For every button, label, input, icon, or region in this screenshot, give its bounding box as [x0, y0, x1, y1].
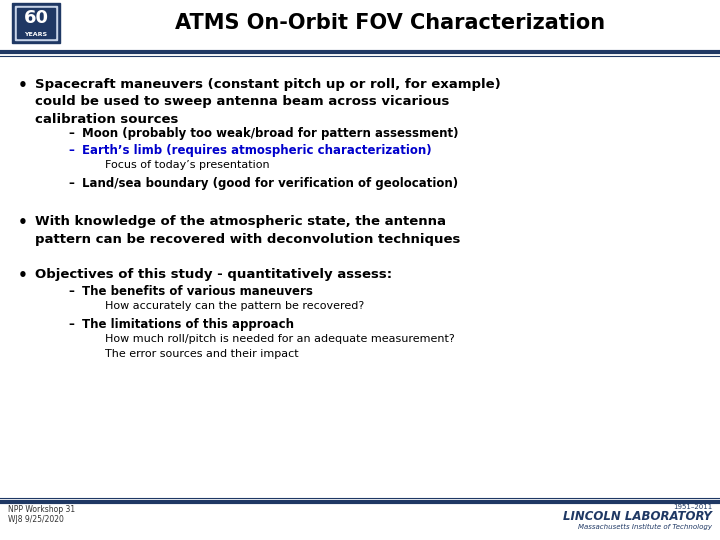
- Text: –: –: [68, 127, 74, 140]
- Bar: [15, 6, 57, 40]
- Text: •: •: [18, 215, 28, 230]
- Text: NPP Workshop 31: NPP Workshop 31: [8, 505, 75, 515]
- Text: Land/sea boundary (good for verification of geolocation): Land/sea boundary (good for verification…: [82, 177, 458, 190]
- Text: •: •: [18, 78, 28, 93]
- Text: Spacecraft maneuvers (constant pitch up or roll, for example)
could be used to s: Spacecraft maneuvers (constant pitch up …: [35, 78, 500, 126]
- Text: –: –: [68, 285, 74, 298]
- Text: 1951–2011: 1951–2011: [672, 504, 712, 510]
- Text: –: –: [68, 177, 74, 190]
- Bar: [12, 3, 60, 43]
- Text: •: •: [18, 268, 28, 283]
- Text: LINCOLN LABORATORY: LINCOLN LABORATORY: [563, 510, 712, 523]
- Text: WJ8 9/25/2020: WJ8 9/25/2020: [8, 516, 64, 524]
- Bar: [17, 8, 55, 38]
- Text: The benefits of various maneuvers: The benefits of various maneuvers: [82, 285, 313, 298]
- Text: The limitations of this approach: The limitations of this approach: [82, 318, 294, 331]
- Text: YEARS: YEARS: [24, 32, 48, 37]
- Text: The error sources and their impact: The error sources and their impact: [105, 349, 299, 359]
- Text: 60: 60: [24, 9, 48, 27]
- Text: –: –: [68, 144, 74, 157]
- Text: Massachusetts Institute of Technology: Massachusetts Institute of Technology: [578, 524, 712, 530]
- Text: ATMS On-Orbit FOV Characterization: ATMS On-Orbit FOV Characterization: [175, 13, 605, 33]
- Text: With knowledge of the atmospheric state, the antenna
pattern can be recovered wi: With knowledge of the atmospheric state,…: [35, 215, 460, 246]
- Text: Focus of today’s presentation: Focus of today’s presentation: [105, 160, 269, 170]
- Text: –: –: [68, 318, 74, 331]
- Text: How accurately can the pattern be recovered?: How accurately can the pattern be recove…: [105, 301, 364, 311]
- Text: How much roll/pitch is needed for an adequate measurement?: How much roll/pitch is needed for an ade…: [105, 334, 455, 344]
- Text: Earth’s limb (requires atmospheric characterization): Earth’s limb (requires atmospheric chara…: [82, 144, 431, 157]
- Text: Moon (probably too weak/broad for pattern assessment): Moon (probably too weak/broad for patter…: [82, 127, 459, 140]
- Text: Objectives of this study - quantitatively assess:: Objectives of this study - quantitativel…: [35, 268, 392, 281]
